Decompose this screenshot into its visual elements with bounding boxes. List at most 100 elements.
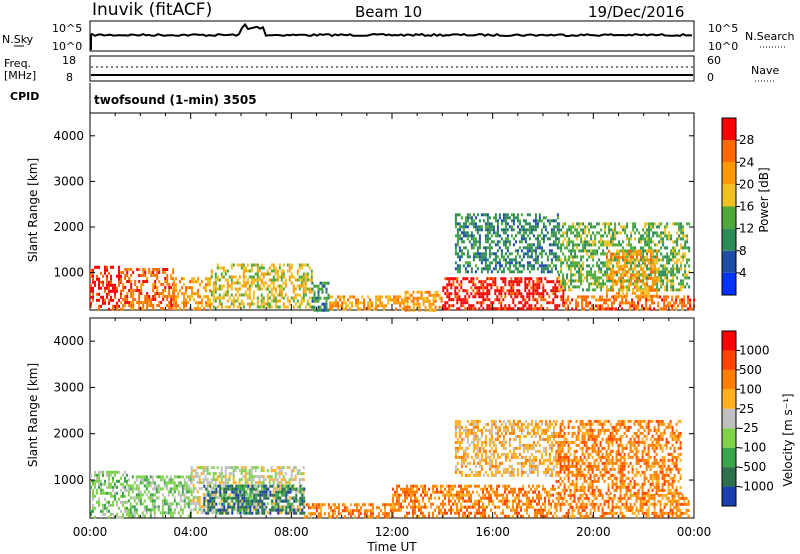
power-cell [572, 249, 575, 253]
power-cell [140, 292, 143, 295]
velocity-cell [204, 493, 207, 497]
power-cell [602, 240, 605, 244]
power-cell [649, 285, 652, 289]
power-cell [164, 289, 167, 292]
power-cell [560, 258, 563, 262]
power-cell [290, 263, 293, 267]
power-cell [486, 283, 489, 287]
power-cell [574, 264, 577, 268]
power-cell [595, 304, 598, 308]
velocity-cell [323, 512, 326, 516]
power-cell [290, 275, 293, 279]
velocity-cell [90, 485, 92, 489]
power-cell [662, 231, 665, 235]
power-cell [395, 307, 398, 311]
power-cell [580, 234, 583, 238]
power-cell [672, 270, 675, 274]
power-cell [395, 301, 398, 305]
power-cell [534, 255, 537, 259]
power-cell [572, 273, 575, 277]
velocity-cell [418, 508, 420, 512]
velocity-cell [424, 487, 426, 491]
velocity-cell [303, 496, 306, 500]
power-cell [684, 246, 687, 250]
velocity-cell [190, 490, 193, 494]
velocity-cell [422, 511, 424, 515]
power-cell [662, 237, 665, 241]
velocity-cell [221, 508, 224, 512]
power-cell [660, 234, 663, 238]
power-cell [496, 243, 499, 247]
power-cell [160, 301, 163, 304]
power-cell [321, 308, 324, 312]
power-cell [629, 252, 632, 256]
power-cell [686, 222, 689, 226]
velocity-cell [288, 499, 291, 503]
velocity-cell [185, 496, 188, 500]
power-cell [500, 301, 503, 305]
power-cell [635, 276, 638, 280]
power-cell [585, 301, 588, 305]
velocity-cell [291, 487, 294, 491]
power-cell [385, 304, 388, 308]
power-cell [478, 219, 481, 223]
power-cell [484, 234, 487, 238]
power-cell [629, 279, 632, 283]
velocity-cell [133, 511, 136, 515]
power-cell [526, 234, 529, 238]
power-cell [310, 272, 313, 276]
power-cell [590, 282, 593, 286]
velocity-cell [381, 503, 384, 507]
power-cell [649, 270, 652, 274]
power-cell [652, 231, 655, 235]
power-cell [542, 298, 545, 302]
power-cell [426, 290, 429, 294]
power-cell [556, 246, 559, 250]
power-cell [90, 304, 92, 308]
velocity-cell [183, 487, 186, 491]
power-cell [580, 279, 583, 283]
power-cell [552, 301, 555, 305]
power-cell [454, 292, 457, 296]
power-cell [197, 280, 199, 284]
power-cell [327, 293, 330, 297]
power-cell [604, 243, 607, 247]
power-cell [418, 290, 421, 294]
power-cell [262, 281, 265, 285]
power-cell [558, 276, 561, 280]
velocity-cell [202, 511, 205, 515]
power-cell [212, 299, 215, 303]
power-cell [482, 289, 485, 293]
power-cell [458, 234, 461, 238]
velocity-cell [244, 481, 247, 485]
velocity-cell [173, 475, 176, 479]
power-cell [238, 275, 241, 279]
power-cell [460, 286, 463, 290]
power-cell [576, 270, 579, 274]
velocity-cell [145, 508, 148, 512]
power-cell [406, 296, 409, 300]
power-cell [610, 258, 613, 262]
power-cell [518, 246, 521, 250]
power-cell [651, 261, 654, 265]
velocity-cell [452, 502, 454, 506]
velocity-cell [243, 490, 246, 494]
velocity-cell [256, 481, 259, 485]
power-cell [341, 304, 344, 308]
power-cell [466, 292, 469, 296]
power-cell [230, 281, 233, 285]
power-cell [116, 307, 118, 311]
power-cell [664, 246, 667, 250]
velocity-cell [298, 478, 301, 482]
power-cell [520, 264, 523, 268]
velocity-cell [173, 499, 176, 503]
power-cell [536, 280, 539, 284]
power-cell [106, 292, 108, 296]
power-cell [606, 279, 609, 283]
velocity-cell [313, 512, 316, 516]
power-cell [430, 293, 433, 297]
power-cell [302, 299, 305, 303]
power-cell [92, 274, 94, 278]
velocity-cell [396, 487, 398, 491]
power-cell [590, 237, 593, 241]
